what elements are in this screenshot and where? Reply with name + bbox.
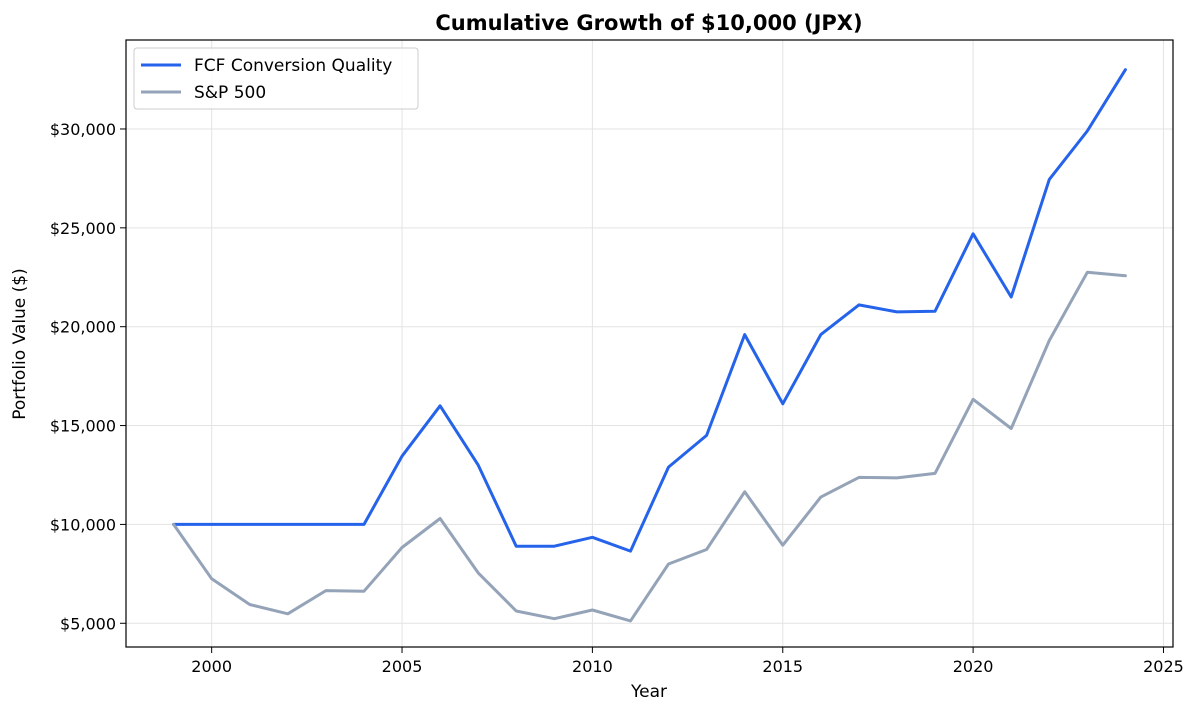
series-line-fcf-conversion-quality xyxy=(172,68,1127,553)
legend-label-fcf: FCF Conversion Quality xyxy=(194,56,392,76)
series-layer xyxy=(172,68,1127,623)
y-tick-label: $5,000 xyxy=(60,614,116,633)
y-tick-label: $10,000 xyxy=(50,515,116,534)
legend: FCF Conversion Quality S&P 500 xyxy=(133,47,419,110)
y-axis-label: Portfolio Value ($) xyxy=(10,268,30,420)
series-line-sp500 xyxy=(172,270,1127,623)
chart-title: Cumulative Growth of $10,000 (JPX) xyxy=(435,11,862,35)
y-tick-label: $25,000 xyxy=(50,219,116,238)
x-tick-label: 2015 xyxy=(762,657,803,676)
axis-ticks: 2000 2005 2010 2015 2020 2025 $5,000 $10,000 $15… xyxy=(50,120,1184,676)
legend-label-sp500: S&P 500 xyxy=(194,83,266,103)
x-tick-label: 2025 xyxy=(1143,657,1184,676)
y-tick-label: $15,000 xyxy=(50,417,116,436)
x-tick-label: 2010 xyxy=(572,657,613,676)
x-tick-label: 2000 xyxy=(191,657,232,676)
y-tick-label: $30,000 xyxy=(50,120,116,139)
y-tick-label: $20,000 xyxy=(50,318,116,337)
x-tick-label: 2020 xyxy=(953,657,994,676)
x-axis-label: Year xyxy=(630,682,667,702)
legend-box xyxy=(133,47,419,110)
plot-frame xyxy=(125,39,1174,648)
x-tick-label: 2005 xyxy=(382,657,423,676)
